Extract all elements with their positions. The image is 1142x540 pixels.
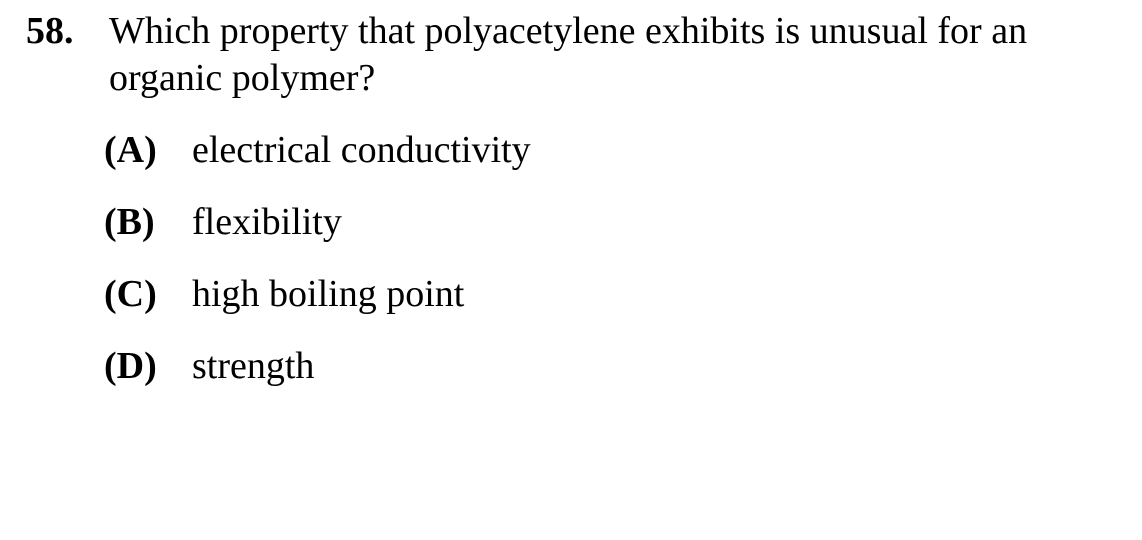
choice-letter: (B): [104, 201, 155, 243]
choice-text: high boiling point: [192, 273, 465, 315]
choice-text: electrical conductivity: [192, 129, 531, 171]
choice-letter: (D): [104, 345, 157, 387]
choice-text: strength: [192, 345, 315, 387]
choice-letter: (C): [104, 273, 157, 315]
question-number: 58.: [26, 10, 74, 52]
choice-letter: (A): [104, 129, 157, 171]
question-text: Which property that polyacetylene exhibi…: [109, 10, 1028, 99]
choice-text: flexibility: [192, 201, 342, 243]
